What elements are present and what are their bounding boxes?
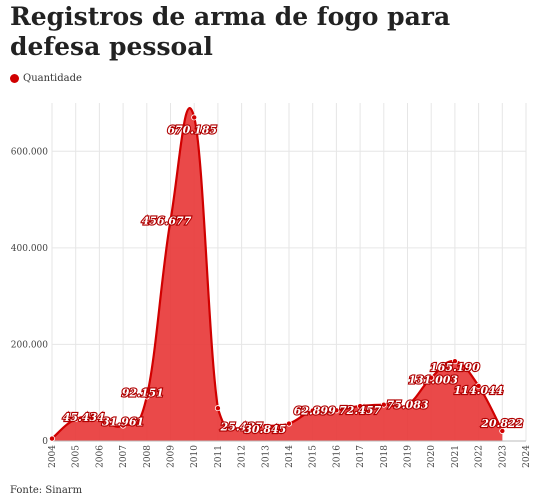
x-tick-label: 2021 (451, 445, 461, 468)
data-point[interactable] (49, 435, 56, 442)
y-tick-label: 400.000 (11, 244, 48, 254)
data-label: 165.190 (430, 361, 480, 374)
data-point[interactable] (309, 407, 316, 414)
data-point[interactable] (499, 427, 506, 434)
legend[interactable]: Quantidade (10, 73, 82, 84)
x-tick-label: 2006 (95, 445, 105, 468)
y-tick-label: 200.000 (11, 340, 48, 350)
data-point[interactable] (191, 114, 198, 121)
data-point[interactable] (475, 382, 482, 389)
data-label: 30.845 (244, 423, 286, 436)
x-tick-label: 2023 (498, 445, 508, 468)
data-point[interactable] (143, 393, 150, 400)
x-tick-label: 2007 (119, 445, 129, 468)
data-point[interactable] (428, 374, 435, 381)
x-tick-label: 2016 (332, 445, 342, 468)
legend-marker (10, 74, 19, 83)
data-label: 45.434 (63, 411, 105, 424)
data-point[interactable] (238, 425, 245, 432)
data-label: 92.151 (122, 387, 164, 400)
series-area (52, 108, 503, 441)
data-point[interactable] (451, 358, 458, 365)
source-note: Fonte: Sinarm (10, 485, 83, 496)
x-tick-label: 2013 (261, 445, 271, 468)
data-point[interactable] (333, 407, 340, 414)
data-point[interactable] (262, 423, 269, 430)
legend-label: Quantidade (23, 73, 82, 84)
data-label: 114.044 (454, 384, 504, 397)
data-point[interactable] (96, 416, 103, 423)
x-tick-label: 2024 (522, 445, 532, 468)
chart-title: Registros de arma de fogo para defesa pe… (10, 2, 451, 61)
x-tick-label: 2017 (356, 445, 366, 468)
x-tick-label: 2011 (214, 445, 224, 468)
data-label: 62.899 (294, 405, 336, 418)
x-tick-label: 2018 (380, 445, 390, 468)
area-chart: 2004 2005 2006 2007 2008 2009 2010 2011 2012 2013… (11, 103, 532, 468)
x-tick-label: 2014 (285, 445, 295, 468)
x-tick-label: 2005 (72, 445, 82, 468)
x-tick-label: 2010 (190, 445, 200, 468)
data-label: 131.003 (408, 374, 458, 387)
data-point[interactable] (357, 403, 364, 410)
x-tick-label: 2022 (475, 445, 485, 468)
data-point[interactable] (214, 405, 221, 412)
data-label: 456.677 (142, 214, 192, 227)
data-label: 72.457 (339, 404, 381, 417)
x-tick-label: 2020 (427, 445, 437, 468)
data-point[interactable] (380, 401, 387, 408)
y-tick-label: 600.000 (11, 147, 48, 157)
series-line (51, 107, 504, 440)
y-tick-label: 0 (42, 437, 48, 447)
data-label: 25.437 (220, 421, 263, 434)
data-label: 670.185 (167, 123, 217, 136)
x-tick-label: 2004 (48, 445, 58, 468)
data-point[interactable] (285, 420, 292, 427)
data-point[interactable] (120, 422, 127, 429)
x-tick-label: 2008 (143, 445, 153, 468)
data-label: 75.083 (386, 399, 428, 412)
data-point[interactable] (404, 401, 411, 408)
x-tick-label: 2009 (167, 445, 177, 468)
x-tick-label: 2012 (238, 445, 248, 468)
x-tick-label: 2015 (309, 445, 319, 468)
data-label: 20.822 (480, 417, 523, 430)
data-label: 31.961 (102, 416, 144, 429)
x-tick-label: 2019 (404, 445, 414, 468)
data-point[interactable] (72, 416, 79, 423)
data-point[interactable] (167, 217, 174, 224)
